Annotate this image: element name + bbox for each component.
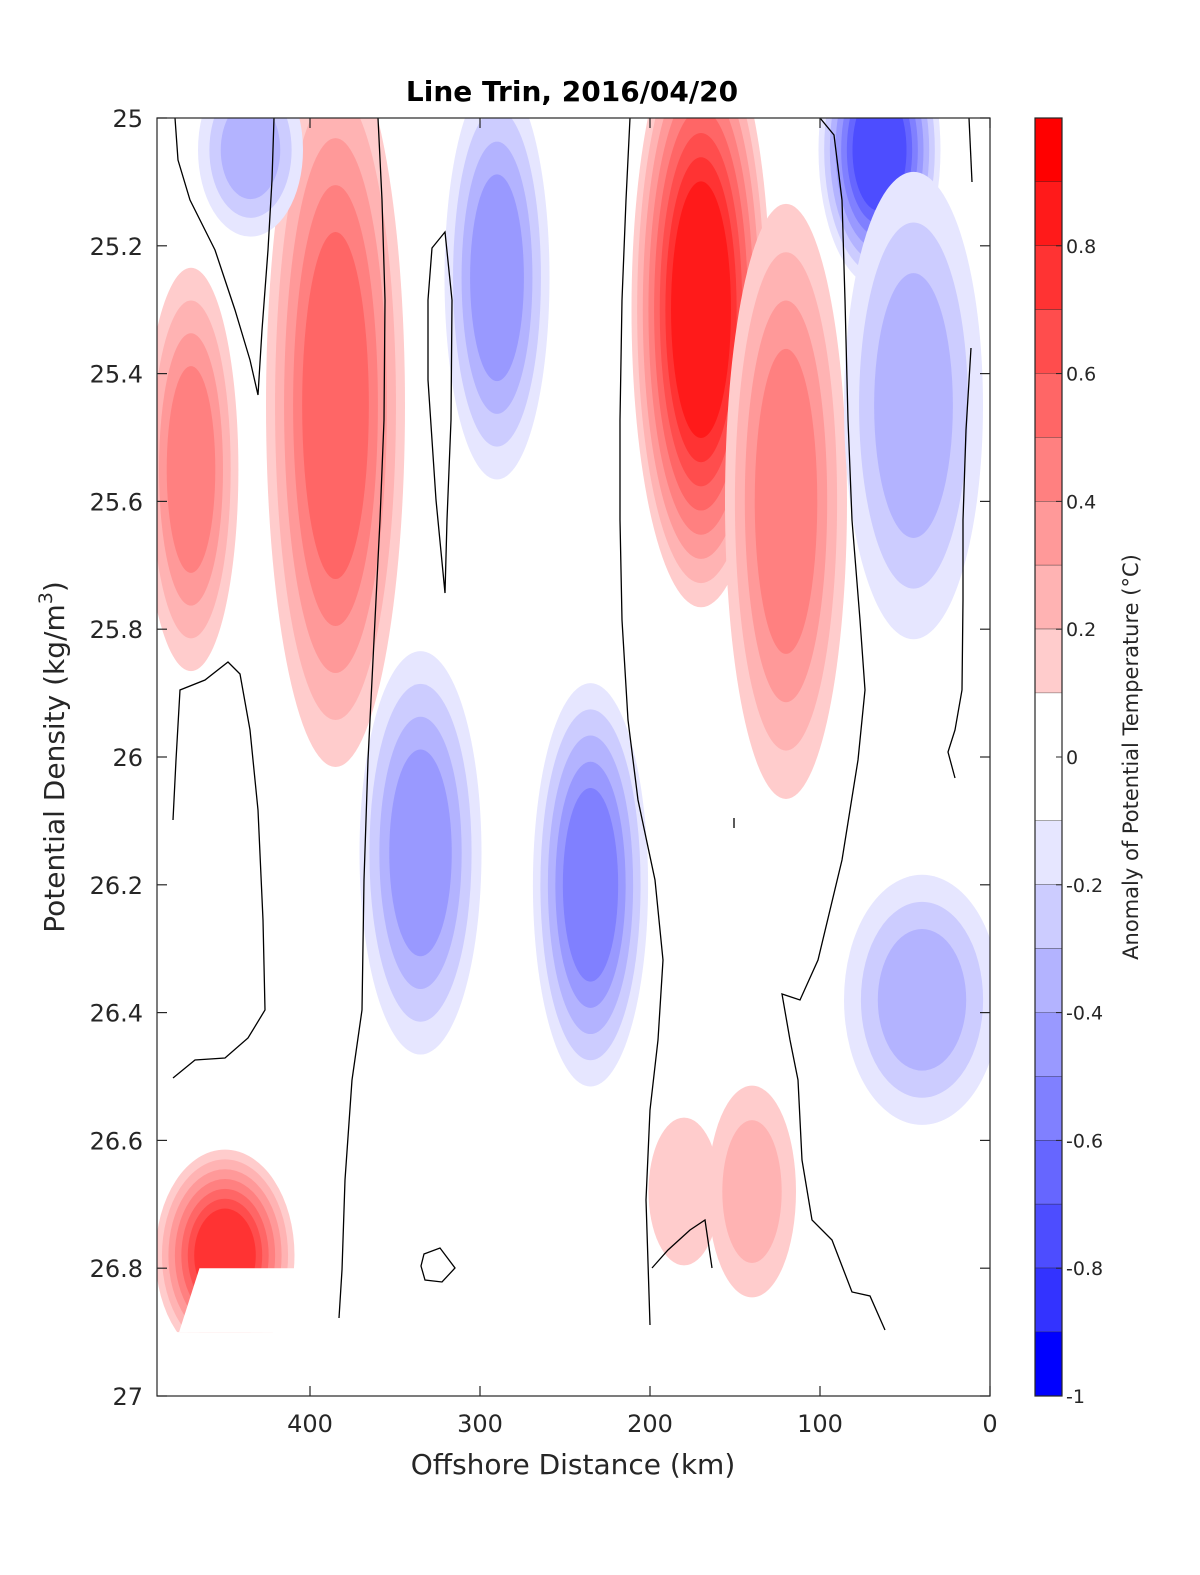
y-axis-title: Potential Density (kg/m3) [35, 581, 71, 933]
y-axis: 25 25.2 25.4 25.6 25.8 26 26.2 26.4 26.6 26.8 27 [90, 105, 990, 1411]
zero-contour-line [338, 118, 386, 1319]
colorbar-swatch [1035, 245, 1062, 311]
anomaly-contour-band [671, 181, 731, 439]
y-tick-label: 26.4 [90, 1000, 143, 1028]
plot-area: 400 300 200 100 0 25 25.2 25.4 25.6 25.8 26 26.2 26… [90, 105, 998, 1438]
colorbar-swatch [1035, 629, 1062, 694]
colorbar-swatch [1035, 501, 1062, 566]
y-tick-label: 25 [112, 105, 143, 133]
anomaly-field [157, 118, 990, 1396]
zero-contour-line [651, 1218, 713, 1269]
anomaly-cold-core-330km [359, 651, 482, 1055]
anomaly-warm-core-140km-deep [708, 1085, 796, 1298]
colorbar-swatches [1035, 118, 1062, 1397]
colorbar-swatch [1035, 1332, 1062, 1397]
colorbar-swatch [1035, 1012, 1062, 1077]
anomaly-contour-band [302, 232, 369, 580]
anomaly-contour-band [166, 366, 216, 573]
colorbar-swatch [1035, 948, 1062, 1014]
zero-contour-lines [172, 118, 973, 1331]
x-tick-label: 0 [982, 1410, 997, 1438]
y-tick-label: 27 [112, 1383, 143, 1411]
anomaly-cold-core-west-top [198, 118, 303, 237]
x-tick-label: 200 [627, 1410, 673, 1438]
anomaly-contour-band [220, 118, 281, 200]
y-tick-label: 25.8 [90, 616, 143, 644]
y-tick-label: 25.6 [90, 488, 143, 516]
colorbar-tick-label: -1 [1066, 1386, 1085, 1408]
anomaly-contour-band [874, 273, 953, 538]
colorbar-swatch [1035, 181, 1062, 247]
colorbar-tick-label: -0.8 [1066, 1258, 1103, 1280]
y-axis-title-close: ) [38, 581, 71, 592]
anomaly-warm-core-120km [725, 203, 847, 799]
anomaly-contour-band [722, 1120, 782, 1263]
anomaly-contour-band [389, 749, 452, 957]
colorbar-swatch [1035, 1204, 1062, 1269]
y-axis-title-main: Potential Density (kg/m [38, 604, 71, 933]
zero-contour-line [420, 1247, 456, 1283]
colorbar-tick-label: 0.6 [1066, 364, 1096, 386]
y-tick-label: 25.4 [90, 361, 143, 389]
colorbar-tick-label: 0.4 [1066, 491, 1096, 513]
y-tick-label: 26 [112, 744, 143, 772]
anomaly-cold-core-290km [444, 118, 550, 480]
colorbar-swatch [1035, 373, 1062, 438]
anomaly-contour-band [562, 787, 619, 982]
anomaly-cold-core-nearshore-deep [844, 874, 990, 1125]
y-tick-label: 26.6 [90, 1127, 143, 1155]
colorbar-tick-label: -0.4 [1066, 1003, 1103, 1025]
colorbar-swatch [1035, 309, 1062, 375]
colorbar-swatch [1035, 437, 1062, 502]
zero-contour-line [174, 118, 275, 396]
chart-title: Line Trin, 2016/04/20 [406, 75, 738, 108]
colorbar-title: Anomaly of Potential Temperature (°C) [1119, 554, 1143, 960]
anomaly-contour-band [648, 1117, 720, 1266]
colorbar-swatch [1035, 118, 1062, 183]
anomaly-cold-core-230km [532, 683, 649, 1087]
zero-contour-line [968, 118, 973, 183]
colorbar-tick-label: -0.6 [1066, 1130, 1103, 1152]
zero-contour-line [427, 230, 453, 594]
y-tick-label: 26.8 [90, 1255, 143, 1283]
x-tick-label: 400 [287, 1410, 333, 1438]
y-tick-label: 25.2 [90, 233, 143, 261]
anomaly-contour-band [754, 348, 818, 654]
colorbar-ticks: 0.8 0.6 0.4 0.2 0 -0.2 -0.4 -0.6 -0.8 -1 [1056, 236, 1103, 1408]
anomaly-warm-core-west-upper [157, 267, 239, 672]
anomaly-cold-core-nearshore-mid [844, 171, 983, 640]
y-tick-label: 26.2 [90, 872, 143, 900]
no-data-region [157, 1332, 977, 1396]
zero-contour-line [947, 347, 972, 779]
x-axis: 400 300 200 100 0 [287, 118, 998, 1438]
x-tick-label: 300 [457, 1410, 503, 1438]
x-axis-title: Offshore Distance (km) [411, 1448, 736, 1481]
colorbar-tick-label: 0 [1066, 747, 1078, 769]
zero-contour-line [781, 118, 886, 1331]
colorbar-swatch [1035, 1268, 1062, 1333]
anomaly-warm-core-180km-deep [648, 1117, 720, 1266]
colorbar: 0.8 0.6 0.4 0.2 0 -0.2 -0.4 -0.6 -0.8 -1 Anomaly … [1034, 117, 1143, 1408]
colorbar-swatch [1035, 820, 1062, 886]
anomaly-contour-band [470, 174, 524, 382]
colorbar-tick-label: 0.2 [1066, 619, 1096, 641]
colorbar-tick-label: -0.2 [1066, 875, 1103, 897]
colorbar-swatch [1035, 884, 1062, 950]
zero-contour-line [172, 661, 266, 1079]
colorbar-swatch [1035, 1076, 1062, 1141]
anomaly-warm-core-400km [266, 118, 405, 767]
zero-contour-line [619, 118, 664, 1326]
no-data-region [179, 1268, 344, 1333]
anomaly-contour-band [877, 928, 967, 1071]
x-tick-label: 100 [797, 1410, 843, 1438]
colorbar-tick-label: 0.8 [1066, 236, 1096, 258]
y-axis-title-superscript: 3 [35, 592, 57, 604]
colorbar-swatch [1035, 1140, 1062, 1205]
colorbar-swatch [1035, 565, 1062, 630]
